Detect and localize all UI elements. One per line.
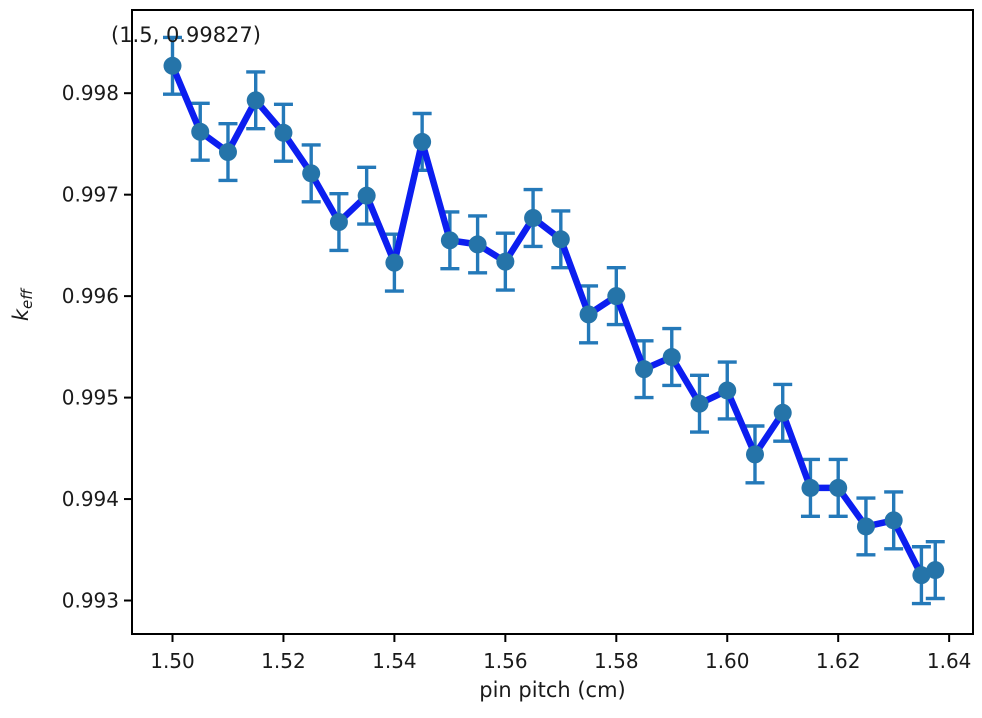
- data-point: [191, 122, 210, 141]
- data-point: [856, 517, 875, 536]
- data-point: [745, 445, 764, 464]
- data-point: [551, 230, 570, 249]
- y-axis-label-base: k: [9, 308, 33, 322]
- x-tick-label: 1.52: [261, 649, 306, 673]
- data-point: [468, 235, 487, 254]
- data-point: [302, 164, 321, 183]
- point-annotation: (1.5, 0.99827): [111, 23, 261, 47]
- y-axis-label-subscript: eff: [18, 288, 36, 309]
- data-point: [413, 132, 432, 151]
- axes-box: [131, 9, 974, 635]
- data-point: [524, 209, 543, 227]
- data-point: [607, 287, 626, 306]
- y-tick-label: 0.996: [62, 284, 119, 308]
- data-point: [218, 143, 237, 162]
- data-point: [718, 381, 737, 400]
- x-tick-label: 1.50: [150, 649, 195, 673]
- series-line: [169, 62, 939, 579]
- x-tick-label: 1.56: [483, 649, 528, 673]
- data-point: [912, 566, 931, 585]
- x-tick-label: 1.60: [705, 649, 750, 673]
- x-tick-label: 1.62: [816, 649, 861, 673]
- y-tick-label: 0.993: [62, 589, 119, 613]
- y-tick-label: 0.994: [62, 487, 119, 511]
- data-point: [246, 91, 265, 110]
- y-axis-label: keff: [9, 288, 36, 322]
- data-point: [440, 231, 459, 250]
- data-point: [496, 252, 515, 271]
- data-point: [385, 253, 404, 272]
- x-tick-label: 1.58: [594, 649, 639, 673]
- data-point: [801, 478, 820, 497]
- x-axis-label: pin pitch (cm): [479, 678, 626, 702]
- data-point: [884, 511, 903, 530]
- y-tick-label: 0.997: [62, 183, 119, 207]
- x-tick-label: 1.54: [372, 649, 417, 673]
- y-tick-label: 0.998: [62, 81, 119, 105]
- data-point: [829, 478, 848, 497]
- data-point: [773, 403, 792, 422]
- data-point: [579, 305, 598, 324]
- data-point: [662, 348, 681, 367]
- data-point: [329, 213, 348, 232]
- data-point: [357, 186, 376, 205]
- data-point: [635, 360, 654, 379]
- data-point: [690, 394, 709, 413]
- data-point: [926, 561, 945, 580]
- y-tick-label: 0.995: [62, 386, 119, 410]
- data-point: [274, 123, 293, 142]
- x-tick-label: 1.64: [927, 649, 972, 673]
- data-point: [163, 56, 182, 75]
